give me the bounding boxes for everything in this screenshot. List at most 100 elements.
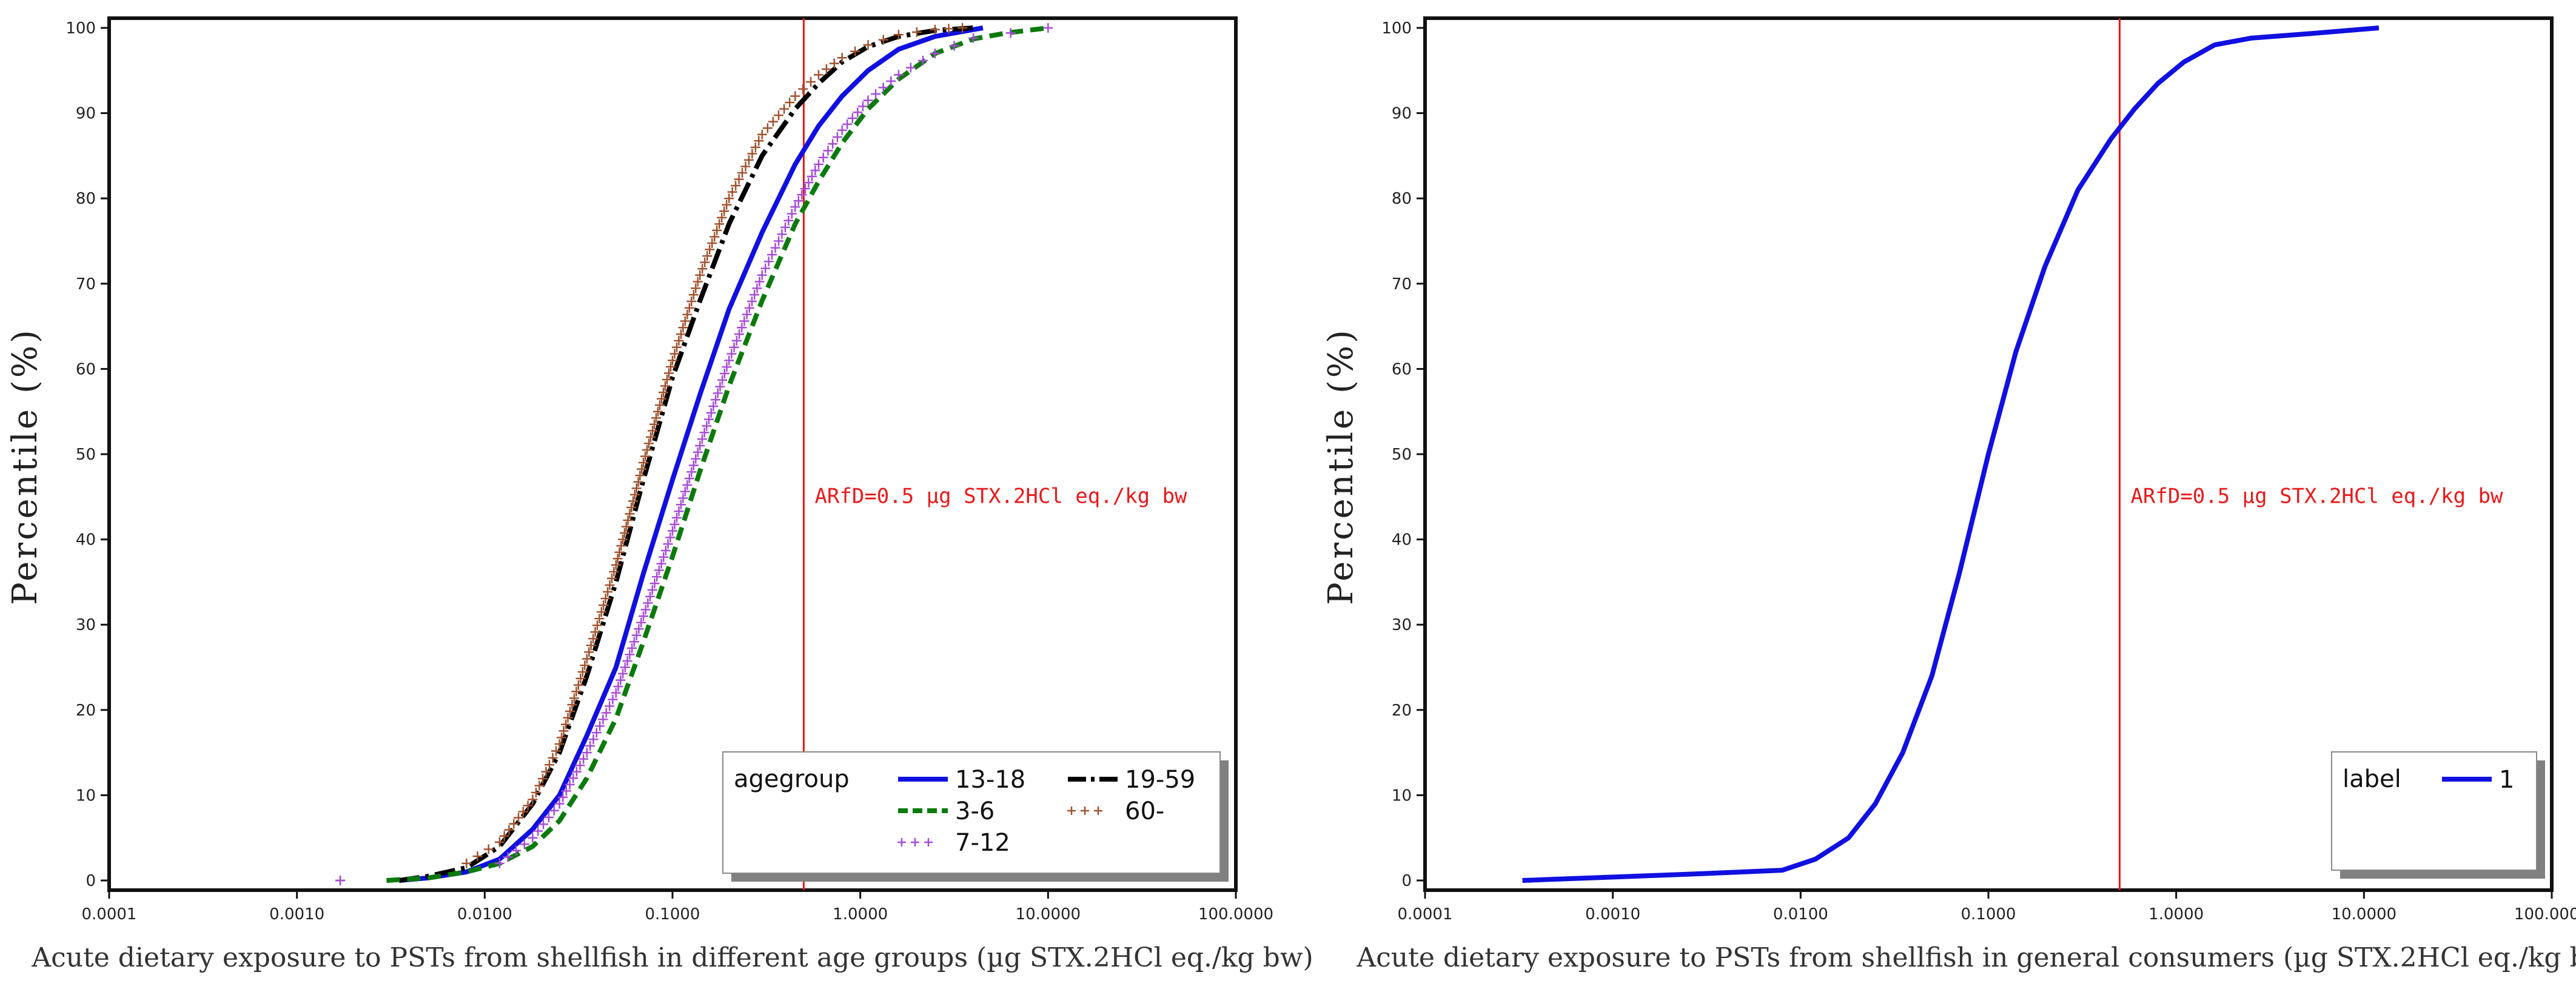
data-point-3-6	[727, 384, 731, 388]
data-point-7-12	[629, 637, 639, 647]
data-point-60-	[561, 719, 571, 729]
data-point-7-12	[742, 309, 752, 320]
data-point-7-12	[533, 826, 543, 836]
data-point-7-12	[575, 760, 585, 771]
data-point-60-	[705, 244, 715, 255]
legend-swatch	[1094, 806, 1102, 815]
data-point-60-	[628, 496, 639, 506]
data-point-60-	[575, 673, 586, 683]
data-point-60-	[768, 116, 778, 127]
data-point-60-	[639, 458, 649, 468]
data-point-60-	[644, 438, 654, 449]
data-point-7-12	[878, 82, 888, 93]
data-point-60-	[623, 515, 633, 525]
data-point-60-	[691, 283, 701, 293]
data-point-1	[2377, 26, 2381, 30]
data-point-60-	[737, 168, 748, 178]
data-point-1	[2156, 81, 2160, 85]
data-point-7-12	[763, 256, 774, 267]
data-point-7-12	[770, 243, 780, 253]
data-point-60-	[588, 634, 599, 644]
x-tick-label: 100.0000	[1198, 905, 1273, 924]
y-tick-label: 30	[76, 616, 96, 634]
data-point-60-	[494, 837, 505, 847]
data-point-7-12	[695, 440, 705, 451]
data-point-7-12	[639, 611, 649, 622]
data-point-60-	[717, 212, 727, 223]
data-point-60-	[659, 387, 669, 398]
data-point-7-12	[549, 805, 559, 816]
data-point-60-	[618, 534, 628, 545]
data-point-7-12	[746, 297, 757, 307]
data-point-7-12	[713, 388, 723, 398]
data-point-7-12	[760, 263, 771, 273]
data-point-13-18	[817, 124, 820, 128]
legend-title: agegroup	[734, 765, 850, 793]
x-tick-label: 0.0001	[82, 905, 137, 924]
x-tick-label: 0.0100	[1773, 905, 1828, 924]
data-point-7-12	[659, 552, 669, 562]
data-point-60-	[573, 680, 583, 690]
data-point-3-6	[698, 469, 702, 473]
data-point-7-12	[871, 89, 881, 99]
data-point-60-	[657, 394, 667, 404]
y-tick-label: 0	[86, 872, 96, 890]
y-tick-label: 100	[1381, 19, 1412, 38]
y-tick-label: 70	[1392, 275, 1412, 293]
reference-line-label: ARfD=0.5 μg STX.2HCl eq./kg bw	[814, 484, 1187, 508]
x-tick-label: 0.1000	[1961, 905, 2016, 924]
y-tick-label: 30	[1392, 616, 1412, 634]
data-point-60-	[569, 693, 579, 703]
y-tick-label: 10	[76, 786, 96, 805]
data-point-7-12	[734, 329, 744, 340]
data-point-7-12	[665, 532, 676, 543]
data-point-3-6	[866, 107, 870, 111]
data-point-60-	[785, 98, 795, 108]
data-point-1	[2213, 43, 2216, 47]
data-point-3-6	[671, 555, 674, 558]
data-point-60-	[878, 35, 888, 45]
data-point-60-	[829, 58, 839, 69]
data-point-1	[1957, 572, 1961, 575]
series-19-59	[398, 25, 975, 883]
data-point-60-	[727, 187, 737, 197]
data-point-7-12	[750, 290, 760, 300]
data-point-60-	[603, 586, 613, 597]
data-point-13-18	[793, 163, 797, 166]
data-point-60-	[648, 426, 658, 436]
data-point-60-	[626, 502, 637, 512]
data-point-60-	[722, 199, 732, 210]
data-point-7-12	[706, 407, 716, 418]
data-point-60-	[621, 521, 631, 532]
data-point-7-12	[686, 467, 697, 477]
data-point-7-12	[669, 519, 680, 529]
data-point-7-12	[608, 694, 618, 705]
data-point-7-12	[930, 49, 940, 59]
data-point-60-	[821, 64, 831, 74]
y-tick-label: 70	[76, 275, 96, 293]
data-point-19-59	[671, 375, 674, 379]
data-point-7-12	[699, 427, 709, 438]
y-tick-label: 40	[1392, 531, 1412, 549]
data-point-60-	[911, 27, 922, 38]
x-tick-label: 0.0100	[457, 905, 512, 924]
data-point-60-	[944, 24, 954, 34]
legend-swatch	[1081, 806, 1089, 815]
data-point-7-12	[511, 845, 522, 856]
data-point-13-18	[866, 69, 870, 72]
data-point-1	[1700, 872, 1704, 876]
data-point-7-12	[780, 223, 790, 233]
data-point-7-12	[538, 819, 549, 830]
data-point-7-12	[671, 512, 682, 523]
data-point-13-18	[585, 734, 589, 737]
data-point-60-	[930, 24, 940, 35]
data-point-7-12	[729, 342, 739, 352]
data-point-13-18	[614, 666, 618, 669]
data-point-7-12	[708, 401, 719, 412]
y-tick-label: 0	[1401, 872, 1412, 890]
data-point-60-	[563, 712, 573, 723]
y-tick-label: 10	[1392, 786, 1412, 805]
data-point-7-12	[558, 792, 568, 802]
data-point-60-	[762, 123, 773, 133]
data-point-19-59	[971, 26, 975, 30]
